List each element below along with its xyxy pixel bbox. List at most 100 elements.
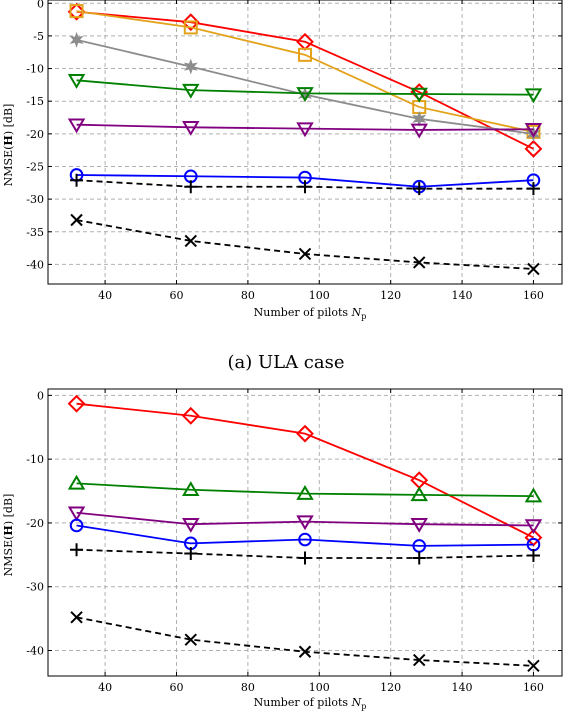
y-tick-label: -10	[26, 63, 44, 76]
y-axis-label: NMSE(H) [dB]	[2, 494, 15, 577]
plus-marker	[298, 180, 312, 194]
axes-frame	[47, 388, 563, 677]
x-tick-label: 60	[170, 289, 184, 302]
x-marker	[527, 659, 540, 673]
x-tick-label: 120	[380, 681, 401, 694]
triangle-up-marker	[524, 487, 543, 503]
y-tick-label: -15	[26, 95, 44, 108]
y-tick-label: -5	[33, 30, 44, 43]
x-tick-label: 100	[309, 289, 330, 302]
y-tick-label: -40	[26, 644, 44, 657]
x-tick-label: 40	[98, 289, 112, 302]
triangle-down-marker	[410, 517, 428, 533]
y-tick-label: -35	[26, 226, 44, 239]
triangle-down-marker	[410, 87, 428, 103]
x-tick-label: 140	[452, 681, 473, 694]
series-line	[76, 482, 534, 498]
x-tick-label: 80	[241, 681, 255, 694]
series-line	[76, 123, 534, 131]
triangle-down-marker	[296, 122, 314, 138]
x-marker	[413, 653, 426, 667]
x-tick-label: 60	[170, 681, 184, 694]
y-tick-label: -40	[26, 258, 44, 271]
series-4	[67, 74, 543, 104]
plus-marker	[184, 547, 198, 561]
series-line	[76, 402, 534, 539]
plus-marker	[70, 543, 84, 557]
plot-area: 40 60 80 100 120 140 160 0 -5 -10 -15 -20 -25 -30 -35 -…	[26, 0, 563, 302]
series-line	[76, 10, 534, 150]
square-marker	[69, 4, 84, 19]
diamond-marker	[181, 406, 200, 425]
series-2	[69, 4, 541, 139]
series-2	[67, 474, 543, 503]
chart-panel-upa: 40 60 80 100 120 140 160 0 -10 -20 -30 -40 Number o…	[2, 388, 563, 711]
triangle-down-marker	[524, 519, 543, 535]
triangle-up-marker	[410, 486, 428, 502]
plus-marker	[526, 548, 540, 562]
x-marker	[298, 247, 312, 261]
x-tick-label: 160	[523, 681, 544, 694]
x-marker	[70, 213, 83, 227]
series-line	[76, 174, 534, 188]
y-tick-label: -25	[26, 160, 44, 173]
chart-panel-ula: 40 60 80 100 120 140 160 0 -5 -10 -15 -20 -25 -30 -35 -…	[2, 0, 563, 373]
series-8	[70, 213, 540, 276]
star-marker	[183, 58, 198, 75]
triangle-down-marker	[410, 123, 428, 139]
star-marker	[69, 31, 84, 48]
x-tick-label: 120	[380, 289, 401, 302]
y-tick-label: -30	[26, 581, 44, 594]
x-axis-label: Number of pilots Np	[254, 696, 367, 711]
triangle-up-marker	[296, 484, 314, 500]
y-tick-label: -30	[26, 193, 44, 206]
triangle-down-marker	[524, 88, 543, 104]
x-tick-label: 80	[241, 289, 255, 302]
circle-marker	[298, 532, 312, 547]
series-line	[76, 616, 534, 667]
series-3	[69, 31, 541, 142]
series-5	[67, 118, 543, 139]
triangle-down-marker	[182, 121, 200, 136]
diamond-marker	[181, 13, 200, 32]
square-marker	[183, 20, 198, 35]
x-marker	[184, 234, 197, 248]
triangle-up-marker	[67, 474, 86, 490]
star-marker	[526, 125, 541, 142]
diamond-marker	[296, 424, 314, 443]
triangle-down-marker	[67, 118, 86, 134]
triangle-down-marker	[296, 515, 314, 531]
series-line	[76, 10, 534, 133]
triangle-down-marker	[524, 123, 543, 138]
x-tick-label: 140	[452, 289, 473, 302]
plot-area: 40 60 80 100 120 140 160 0 -10 -20 -30 -40	[26, 388, 563, 694]
axes-frame	[47, 0, 563, 285]
series-line	[76, 179, 534, 190]
x-marker	[413, 256, 426, 269]
series-line	[76, 548, 534, 559]
series-3	[67, 506, 543, 535]
x-axis-label: Number of pilots Np	[254, 306, 367, 321]
diamond-marker	[67, 394, 86, 413]
series-line	[76, 524, 534, 547]
circle-marker	[69, 518, 84, 533]
plus-marker	[298, 551, 312, 565]
plus-marker	[526, 182, 540, 196]
diamond-marker	[524, 139, 543, 158]
x-marker	[184, 633, 197, 646]
series-line	[76, 79, 534, 96]
plus-marker	[70, 173, 84, 187]
plus-marker	[412, 182, 426, 196]
triangle-down-marker	[182, 83, 200, 99]
triangle-up-marker	[182, 481, 200, 497]
y-tick-label: -10	[26, 453, 44, 466]
x-marker	[70, 611, 83, 624]
plus-marker	[412, 551, 426, 565]
chart-caption: (a) ULA case	[227, 352, 344, 373]
x-tick-label: 160	[523, 289, 544, 302]
x-marker	[298, 645, 312, 658]
y-tick-label: -20	[26, 517, 44, 530]
y-tick-label: 0	[37, 0, 44, 10]
x-marker	[527, 262, 540, 276]
series-7	[70, 173, 540, 196]
